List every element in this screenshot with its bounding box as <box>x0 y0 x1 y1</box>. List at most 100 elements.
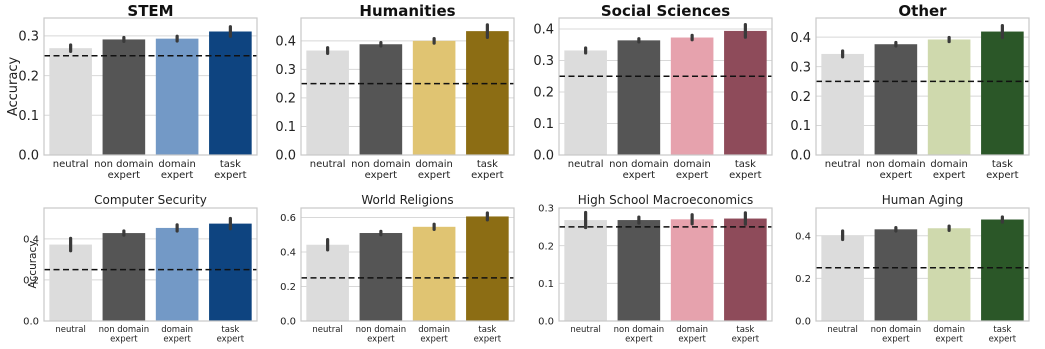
category-label: neutral <box>568 159 604 170</box>
panel-title: High School Macroeconomics <box>578 193 754 207</box>
y-tick-label: 0.2 <box>23 276 39 287</box>
y-axis-label: Accuracy <box>6 57 21 117</box>
category-label: task expert <box>474 325 502 344</box>
panel-title: Social Sciences <box>601 2 730 20</box>
y-axis-label: Accuracy <box>27 241 39 289</box>
panel-4: 0.0 0.2 0.4 neutral non domain expert domain ex… <box>23 193 258 344</box>
plot-frame <box>300 207 515 322</box>
y-tick-label: 0.0 <box>790 149 811 164</box>
y-tick-label: 0.4 <box>275 35 296 50</box>
bar <box>359 233 403 321</box>
y-tick-label: 0.4 <box>795 231 811 242</box>
category-label: non domain expert <box>609 159 668 181</box>
y-tick-label: 0.2 <box>18 69 39 84</box>
bar <box>564 220 607 321</box>
category-label: non domain expert <box>356 325 407 344</box>
y-tick-label: 0.4 <box>280 248 296 259</box>
panel-6: 0.0 0.1 0.2 0.3 neutral non domain expert domai… <box>538 193 773 344</box>
bar <box>821 53 864 155</box>
plot-frame <box>43 17 258 156</box>
y-tick-label: 0.1 <box>790 119 811 134</box>
bar <box>209 223 252 321</box>
bar <box>927 39 971 156</box>
category-label: neutral <box>570 325 600 335</box>
bar <box>49 48 92 155</box>
category-label: task expert <box>471 159 504 181</box>
panel-7: 0.0 0.2 0.4 neutral non domain expert domain ex… <box>795 193 1030 344</box>
y-tick-label: 0.0 <box>280 317 296 328</box>
category-label: domain expert <box>415 159 452 181</box>
category-label: non domain expert <box>351 159 410 181</box>
category-label: non domain expert <box>94 159 153 181</box>
panel-3: 0.0 0.1 0.2 0.3 0.4 neutral non domain expertdo… <box>790 2 1030 181</box>
category-label: neutral <box>827 325 857 335</box>
plot-frame <box>300 17 515 156</box>
bar <box>874 44 918 155</box>
y-tick-label: 0.1 <box>275 120 296 135</box>
y-tick-label: 0.0 <box>538 317 554 328</box>
y-tick-label: 0.6 <box>280 213 296 224</box>
category-label: task expert <box>214 159 247 181</box>
panel-5: 0.0 0.2 0.4 0.6 neutral non domain expert domai… <box>280 193 515 344</box>
category-label: neutral <box>825 159 861 170</box>
y-tick-label: 0.2 <box>790 90 811 105</box>
y-tick-label: 0.1 <box>538 279 554 290</box>
y-tick-label: 0.3 <box>533 54 554 69</box>
bar <box>981 31 1024 155</box>
category-label: domain expert <box>158 159 195 181</box>
y-tick-label: 0.0 <box>795 317 811 328</box>
plot-frame <box>43 207 258 322</box>
bar <box>724 30 767 155</box>
bar <box>155 227 199 321</box>
panel-title: Computer Security <box>94 193 207 207</box>
bar <box>412 40 456 156</box>
category-label: domain expert <box>933 325 965 344</box>
category-label: domain expert <box>418 325 450 344</box>
plot-frame <box>815 17 1030 156</box>
y-tick-label: 0.3 <box>790 60 811 75</box>
bar <box>155 38 199 155</box>
y-tick-label: 0.2 <box>275 92 296 107</box>
y-tick-label: 0.4 <box>790 31 811 46</box>
bar <box>209 31 252 155</box>
y-tick-label: 0.3 <box>275 63 296 78</box>
category-label: task expert <box>989 325 1017 344</box>
category-label: neutral <box>53 159 89 170</box>
bar <box>874 229 918 321</box>
category-label: task expert <box>217 325 245 344</box>
y-tick-label: 0.1 <box>18 109 39 124</box>
bar <box>102 39 146 155</box>
panel-title: Human Aging <box>882 193 963 207</box>
category-label: neutral <box>310 159 346 170</box>
panel-0: 0.0 0.1 0.2 0.3 neutral non domain expertdomai… <box>6 2 258 181</box>
category-label: neutral <box>55 325 85 335</box>
panel-2: 0.0 0.1 0.2 0.3 0.4 neutral non domain expertdo… <box>533 2 773 181</box>
category-label: domain expert <box>673 159 710 181</box>
plot-frame <box>558 207 773 322</box>
bar <box>670 219 714 321</box>
panel-title: Other <box>898 2 947 20</box>
bar <box>617 40 661 156</box>
y-tick-label: 0.2 <box>795 274 811 285</box>
bar <box>359 44 403 156</box>
bar <box>821 235 864 321</box>
bar <box>102 233 146 321</box>
y-tick-label: 0.1 <box>533 117 554 132</box>
category-label: domain expert <box>676 325 708 344</box>
bar <box>412 226 456 321</box>
panel-title: Humanities <box>359 2 455 20</box>
y-tick-label: 0.0 <box>533 149 554 164</box>
y-tick-label: 0.4 <box>23 234 39 245</box>
category-label: neutral <box>312 325 342 335</box>
category-label: non domain expert <box>614 325 665 344</box>
plot-frame <box>558 17 773 156</box>
category-label: non domain expert <box>871 325 922 344</box>
bar <box>981 219 1024 321</box>
y-tick-label: 0.0 <box>18 149 39 164</box>
y-tick-label: 0.3 <box>18 30 39 45</box>
category-label: domain expert <box>930 159 967 181</box>
y-tick-label: 0.0 <box>23 317 39 328</box>
panel-title: World Religions <box>361 193 453 207</box>
y-tick-label: 0.2 <box>533 86 554 101</box>
bar <box>306 244 349 321</box>
